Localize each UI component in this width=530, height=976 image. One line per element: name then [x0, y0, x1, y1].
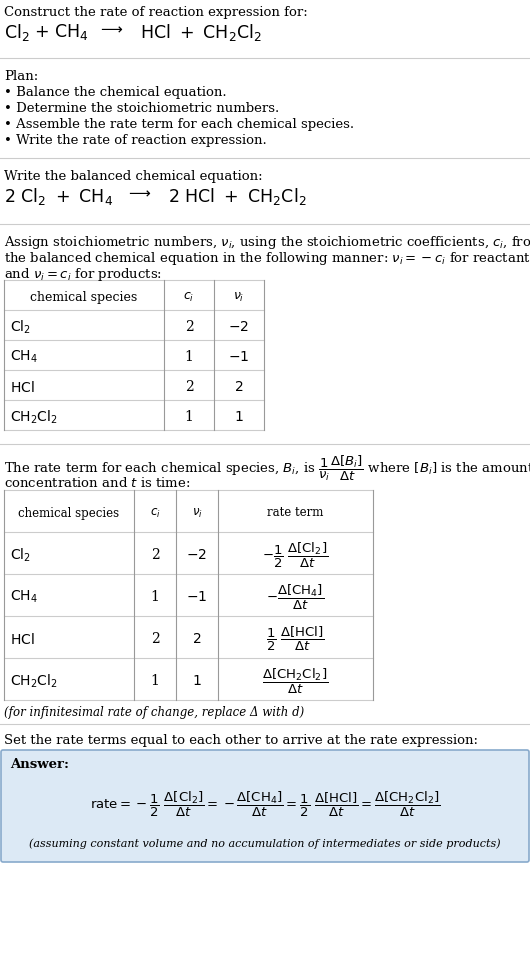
- Text: (assuming constant volume and no accumulation of intermediates or side products): (assuming constant volume and no accumul…: [29, 838, 501, 848]
- Text: chemical species: chemical species: [19, 507, 120, 519]
- Text: Answer:: Answer:: [10, 758, 69, 771]
- Text: $\mathrm{Cl_2}$: $\mathrm{Cl_2}$: [4, 22, 30, 43]
- Text: (for infinitesimal rate of change, replace Δ with d): (for infinitesimal rate of change, repla…: [4, 706, 304, 719]
- Text: $\mathrm{HCl}\ +\ \mathrm{CH_2Cl_2}$: $\mathrm{HCl}\ +\ \mathrm{CH_2Cl_2}$: [140, 22, 262, 43]
- Text: $\mathrm{Cl_2}$: $\mathrm{Cl_2}$: [10, 547, 31, 564]
- Text: 2: 2: [151, 548, 160, 562]
- Text: 2: 2: [184, 380, 193, 394]
- Text: 1: 1: [151, 674, 160, 688]
- Text: $\mathrm{CH_4}$: $\mathrm{CH_4}$: [10, 348, 38, 365]
- Text: 1: 1: [151, 590, 160, 604]
- Text: $\dfrac{\Delta[\mathrm{CH_2Cl_2}]}{\Delta t}$: $\dfrac{\Delta[\mathrm{CH_2Cl_2}]}{\Delt…: [262, 667, 328, 696]
- Text: • Assemble the rate term for each chemical species.: • Assemble the rate term for each chemic…: [4, 118, 354, 131]
- Text: $\longrightarrow$: $\longrightarrow$: [98, 22, 124, 36]
- Text: $\nu_i$: $\nu_i$: [233, 291, 245, 304]
- Text: $2\ \mathrm{Cl_2}\ +\ \mathrm{CH_4}$: $2\ \mathrm{Cl_2}\ +\ \mathrm{CH_4}$: [4, 186, 113, 207]
- Text: The rate term for each chemical species, $B_i$, is $\dfrac{1}{\nu_i}\dfrac{\Delt: The rate term for each chemical species,…: [4, 454, 530, 483]
- Text: $\mathrm{rate} = -\dfrac{1}{2}\ \dfrac{\Delta[\mathrm{Cl_2}]}{\Delta t}= -\dfrac: $\mathrm{rate} = -\dfrac{1}{2}\ \dfrac{\…: [90, 790, 440, 819]
- Text: $1$: $1$: [192, 674, 202, 688]
- Text: $2$: $2$: [192, 632, 202, 646]
- Text: $-2$: $-2$: [228, 320, 250, 334]
- Text: $-2$: $-2$: [187, 548, 208, 562]
- Text: 1: 1: [184, 410, 193, 424]
- Text: 2: 2: [151, 632, 160, 646]
- Text: $\mathrm{CH_2Cl_2}$: $\mathrm{CH_2Cl_2}$: [10, 672, 58, 690]
- FancyBboxPatch shape: [1, 750, 529, 862]
- Text: $\mathrm{Cl_2}$: $\mathrm{Cl_2}$: [10, 318, 31, 336]
- Text: the balanced chemical equation in the following manner: $\nu_i = -c_i$ for react: the balanced chemical equation in the fo…: [4, 250, 530, 267]
- Text: Construct the rate of reaction expression for:: Construct the rate of reaction expressio…: [4, 6, 308, 19]
- Text: concentration and $t$ is time:: concentration and $t$ is time:: [4, 476, 190, 490]
- Text: $+\ \mathrm{CH_4}$: $+\ \mathrm{CH_4}$: [34, 22, 89, 42]
- Text: • Balance the chemical equation.: • Balance the chemical equation.: [4, 86, 227, 99]
- Text: $\mathrm{HCl}$: $\mathrm{HCl}$: [10, 631, 34, 646]
- Text: 1: 1: [184, 350, 193, 364]
- Text: $c_i$: $c_i$: [149, 507, 161, 519]
- Text: $\nu_i$: $\nu_i$: [191, 507, 202, 519]
- Text: $c_i$: $c_i$: [183, 291, 195, 304]
- Text: • Write the rate of reaction expression.: • Write the rate of reaction expression.: [4, 134, 267, 147]
- Text: rate term: rate term: [267, 507, 323, 519]
- Text: 2: 2: [184, 320, 193, 334]
- Text: $-\dfrac{1}{2}\ \dfrac{\Delta[\mathrm{Cl_2}]}{\Delta t}$: $-\dfrac{1}{2}\ \dfrac{\Delta[\mathrm{Cl…: [262, 541, 328, 570]
- Text: • Determine the stoichiometric numbers.: • Determine the stoichiometric numbers.: [4, 102, 279, 115]
- Text: Plan:: Plan:: [4, 70, 38, 83]
- Text: Assign stoichiometric numbers, $\nu_i$, using the stoichiometric coefficients, $: Assign stoichiometric numbers, $\nu_i$, …: [4, 234, 530, 251]
- Text: $\mathrm{CH_2Cl_2}$: $\mathrm{CH_2Cl_2}$: [10, 408, 58, 426]
- Text: Write the balanced chemical equation:: Write the balanced chemical equation:: [4, 170, 263, 183]
- Text: $\mathrm{CH_4}$: $\mathrm{CH_4}$: [10, 589, 38, 605]
- Text: $\dfrac{1}{2}\ \dfrac{\Delta[\mathrm{HCl}]}{\Delta t}$: $\dfrac{1}{2}\ \dfrac{\Delta[\mathrm{HCl…: [266, 625, 324, 653]
- Text: and $\nu_i = c_i$ for products:: and $\nu_i = c_i$ for products:: [4, 266, 162, 283]
- Text: $-1$: $-1$: [228, 350, 250, 364]
- Text: $-\dfrac{\Delta[\mathrm{CH_4}]}{\Delta t}$: $-\dfrac{\Delta[\mathrm{CH_4}]}{\Delta t…: [266, 583, 324, 612]
- Text: chemical species: chemical species: [30, 291, 138, 304]
- Text: $\mathrm{HCl}$: $\mathrm{HCl}$: [10, 380, 34, 394]
- Text: $2\ \mathrm{HCl}\ +\ \mathrm{CH_2Cl_2}$: $2\ \mathrm{HCl}\ +\ \mathrm{CH_2Cl_2}$: [168, 186, 306, 207]
- Text: $-1$: $-1$: [187, 590, 208, 604]
- Text: $1$: $1$: [234, 410, 244, 424]
- Text: $\longrightarrow$: $\longrightarrow$: [126, 186, 152, 200]
- Text: Set the rate terms equal to each other to arrive at the rate expression:: Set the rate terms equal to each other t…: [4, 734, 478, 747]
- Text: $2$: $2$: [234, 380, 244, 394]
